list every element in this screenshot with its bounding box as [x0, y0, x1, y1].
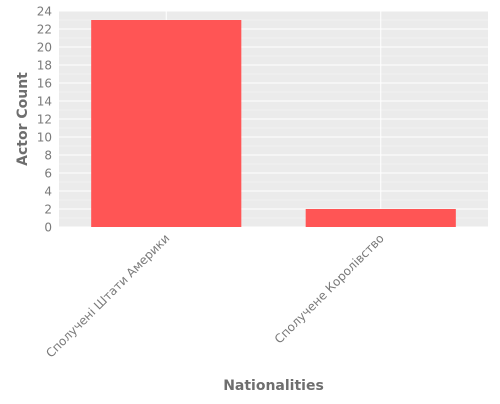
- x-axis-ticks: Сполучені Штати Америки Сполучене Королів…: [43, 231, 387, 360]
- x-tick-label: Сполучене Королівство: [272, 231, 387, 346]
- y-tick-label: 4: [44, 185, 52, 199]
- y-tick-label: 14: [37, 95, 52, 109]
- y-tick-label: 0: [44, 221, 52, 235]
- y-axis-title: Actor Count: [15, 72, 31, 166]
- y-tick-label: 16: [37, 77, 52, 91]
- y-tick-label: 8: [44, 149, 52, 163]
- y-tick-label: 2: [44, 203, 52, 217]
- x-axis-title: Nationalities: [223, 378, 324, 394]
- y-tick-label: 24: [37, 5, 52, 19]
- y-tick-label: 10: [37, 131, 52, 145]
- y-tick-label: 22: [37, 23, 52, 37]
- y-tick-label: 12: [37, 113, 52, 127]
- bars: [91, 20, 456, 227]
- y-tick-label: 6: [44, 167, 52, 181]
- x-tick-label: Сполучені Штати Америки: [43, 231, 172, 360]
- bar: [305, 209, 456, 227]
- bar: [91, 20, 242, 227]
- y-tick-label: 20: [37, 41, 52, 55]
- y-tick-label: 18: [37, 59, 52, 73]
